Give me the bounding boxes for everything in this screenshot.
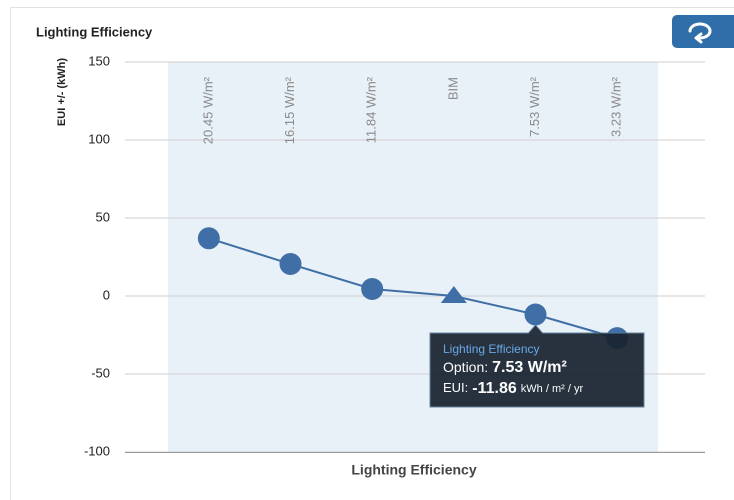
y-axis-label: EUI +/- (kWh) (56, 58, 68, 126)
category-label: 11.84 W/m² (364, 76, 379, 143)
refresh-icon[interactable] (688, 22, 712, 44)
category-label: 3.23 W/m² (609, 76, 624, 137)
refresh-button[interactable] (672, 15, 734, 48)
x-axis-label: Lighting Efficiency (351, 462, 476, 478)
eui-value: -11.86 (472, 380, 517, 397)
category-label: 16.15 W/m² (282, 76, 297, 144)
tooltip-title: Lighting Efficiency (443, 342, 540, 356)
option-value: 7.53 W/m² (492, 359, 567, 376)
y-tick-label: 50 (96, 209, 110, 224)
series-line (208, 237, 618, 340)
y-tick-label: -100 (84, 443, 110, 458)
data-marker (197, 227, 220, 250)
y-tick-label: 100 (88, 131, 110, 146)
data-marker (361, 277, 384, 300)
category-label: 20.45 W/m² (200, 76, 215, 144)
data-marker (440, 286, 467, 303)
y-tick-label: -50 (91, 365, 110, 380)
y-tick-label: 0 (103, 287, 110, 302)
tooltip-box (429, 324, 645, 408)
tooltip: Lighting Efficiency Option: 7.53 W/m² EUI: -… (429, 324, 645, 408)
category-label: 7.53 W/m² (527, 76, 542, 137)
eui-unit: kWh / m² / yr (521, 383, 584, 395)
y-tick-label: 150 (88, 53, 110, 68)
chart-title: Lighting Efficiency (36, 24, 153, 39)
option-label: Option: (443, 359, 488, 375)
button-bg[interactable] (672, 15, 734, 48)
eui-label: EUI: (443, 380, 468, 395)
category-label: BIM (445, 77, 460, 100)
data-marker (524, 303, 547, 326)
tooltip-eui: EUI: -11.86 kWh / m² / yr (443, 380, 583, 397)
tooltip-option: Option: 7.53 W/m² (443, 359, 567, 377)
data-marker (279, 253, 302, 276)
